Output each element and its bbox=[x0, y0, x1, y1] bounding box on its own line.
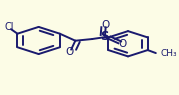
Text: S: S bbox=[101, 30, 109, 44]
Text: O: O bbox=[102, 20, 110, 30]
Text: O: O bbox=[66, 47, 74, 57]
Text: CH₃: CH₃ bbox=[160, 49, 177, 58]
Text: Cl: Cl bbox=[4, 22, 14, 32]
Text: O: O bbox=[118, 39, 126, 49]
